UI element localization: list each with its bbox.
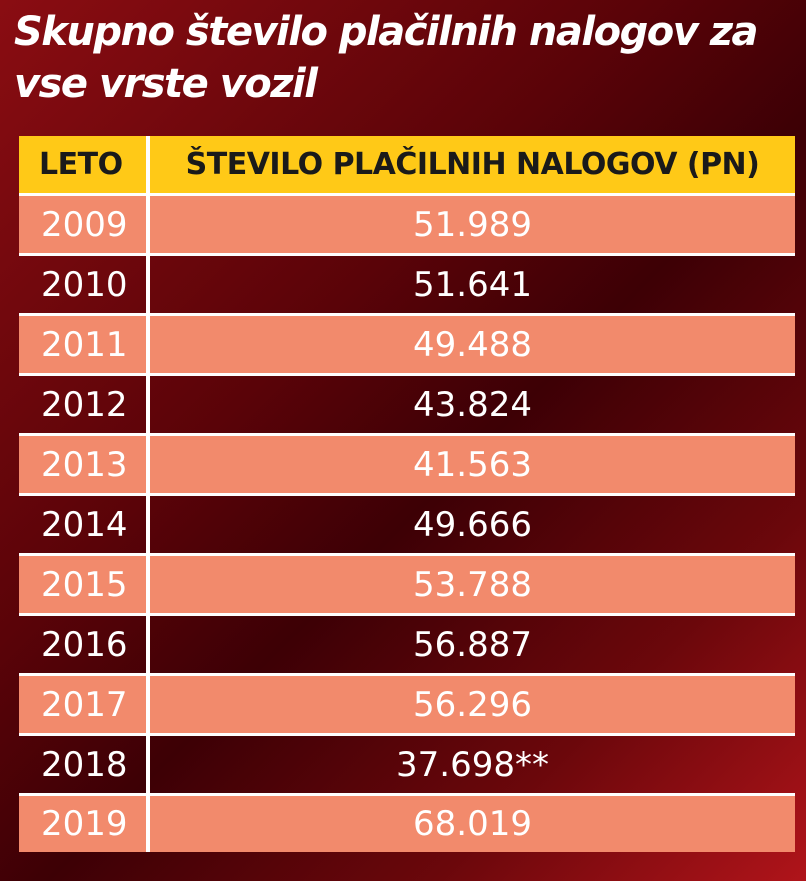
count-cell: 51.641 bbox=[413, 264, 532, 305]
table-row: 2015 53.788 bbox=[19, 556, 795, 616]
year-cell: 2011 bbox=[19, 316, 150, 373]
year-cell: 2015 bbox=[19, 556, 150, 613]
count-cell: 43.824 bbox=[413, 384, 532, 425]
table-row: 2010 51.641 bbox=[19, 256, 795, 316]
table-row: 2014 49.666 bbox=[19, 496, 795, 556]
count-cell: 68.019 bbox=[413, 804, 532, 844]
count-cell: 49.488 bbox=[413, 324, 532, 365]
table-header-row: LETO ŠTEVILO PLAČILNIH NALOGOV (PN) bbox=[19, 136, 795, 196]
table-row: 2018 37.698** bbox=[19, 736, 795, 796]
column-header-year: LETO bbox=[19, 136, 150, 193]
year-cell: 2019 bbox=[19, 796, 150, 852]
count-cell: 49.666 bbox=[413, 504, 532, 545]
table-row: 2011 49.488 bbox=[19, 316, 795, 376]
count-cell: 56.296 bbox=[413, 684, 532, 725]
year-cell: 2010 bbox=[19, 256, 150, 313]
table-row: 2009 51.989 bbox=[19, 196, 795, 256]
chart-title: Skupno število plačilnih nalogov za vse … bbox=[14, 9, 758, 107]
table-row: 2013 41.563 bbox=[19, 436, 795, 496]
year-cell: 2018 bbox=[19, 736, 150, 793]
count-cell: 56.887 bbox=[413, 624, 532, 665]
table-row: 2016 56.887 bbox=[19, 616, 795, 676]
table-row: 2019 68.019 bbox=[19, 796, 795, 852]
count-cell: 51.989 bbox=[413, 204, 532, 245]
year-cell: 2016 bbox=[19, 616, 150, 673]
data-table: LETO ŠTEVILO PLAČILNIH NALOGOV (PN) 2009… bbox=[19, 136, 795, 852]
year-cell: 2012 bbox=[19, 376, 150, 433]
year-cell: 2013 bbox=[19, 436, 150, 493]
count-cell: 37.698** bbox=[396, 744, 549, 785]
table-row: 2017 56.296 bbox=[19, 676, 795, 736]
year-cell: 2017 bbox=[19, 676, 150, 733]
count-cell: 41.563 bbox=[413, 444, 532, 485]
year-cell: 2009 bbox=[19, 196, 150, 253]
column-header-count: ŠTEVILO PLAČILNIH NALOGOV (PN) bbox=[185, 147, 760, 182]
table-row: 2012 43.824 bbox=[19, 376, 795, 436]
year-cell: 2014 bbox=[19, 496, 150, 553]
count-cell: 53.788 bbox=[413, 564, 532, 605]
